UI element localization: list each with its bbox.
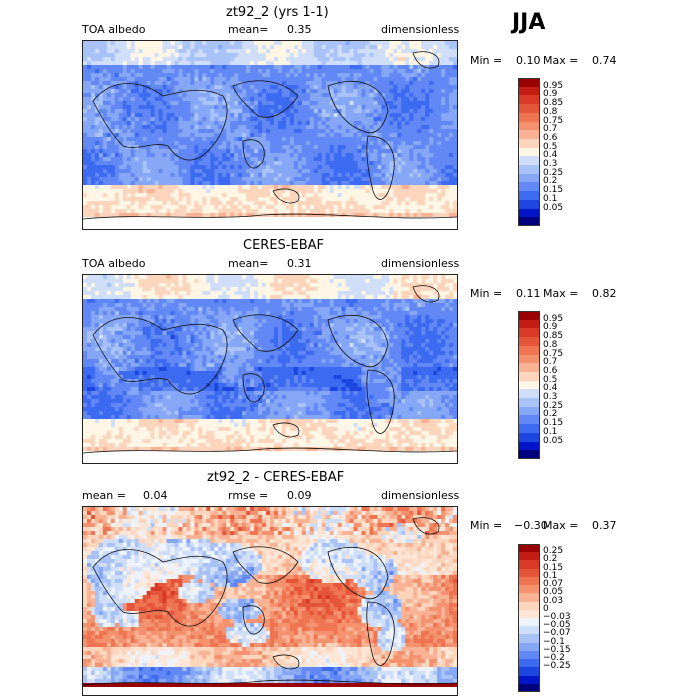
panel1-mean-value: 0.35 (287, 23, 312, 36)
colorbar-tick-label: 0.15 (543, 418, 564, 429)
panel1-variable-label: TOA albedo (82, 23, 146, 36)
colorbar-tick-label: 0.2 (543, 409, 558, 420)
panel1-colorbar: 0.95 0.9 0.85 0.8 0.75 0.7 0.6 0.5 0.4 0.3 0.25 0.2… (518, 78, 563, 227)
colorbar-tick-label: 0.75 (543, 348, 564, 359)
colorbar-tick-label: 0.8 (543, 339, 558, 350)
panel1-units: dimensionless (381, 23, 460, 36)
colorbar-tick-label: 0.15 (543, 562, 564, 573)
colorbar-tick-label: 0.75 (543, 115, 564, 126)
panel3-map-svg (83, 507, 457, 695)
colorbar-tick-label: 0.7 (543, 357, 558, 368)
colorbar-tick-label: 0.85 (543, 98, 564, 109)
panel3-mean-label: mean = (82, 489, 126, 502)
panel2-units: dimensionless (381, 257, 460, 270)
colorbar-tick-label: 0.03 (543, 595, 564, 606)
colorbar-tick-label: 0.6 (543, 132, 558, 143)
colorbar-tick-label: 0.9 (543, 89, 558, 100)
colorbar-tick-label: 0.3 (543, 392, 558, 403)
colorbar-tick-label: 0.5 (543, 374, 558, 385)
colorbar-tick-label: −0.07 (543, 628, 571, 639)
panel1-map (82, 40, 458, 230)
panel1-map-svg (83, 41, 457, 229)
colorbar-tick-label: −0.2 (543, 653, 565, 664)
colorbar-frame (518, 311, 540, 459)
panel3-max-value: 0.37 (592, 519, 617, 532)
panel1-max-value: 0.74 (592, 54, 617, 67)
panel3-rmse-value: 0.09 (287, 489, 312, 502)
colorbar-tick-label: 0.05 (543, 587, 564, 598)
colorbar-tick-label: 0.9 (543, 322, 558, 333)
panel3-min-value: −0.30 (514, 519, 548, 532)
colorbar-tick-label: 0.85 (543, 331, 564, 342)
colorbar-tick-label: −0.1 (543, 636, 565, 647)
colorbar-tick-label: −0.15 (543, 644, 571, 655)
panel1-title: zt92_2 (yrs 1-1) (226, 5, 329, 20)
colorbar-tick-label: 0.2 (543, 176, 558, 187)
colorbar-tick-label: −0.05 (543, 620, 571, 631)
colorbar-tick-label: 0.4 (543, 150, 558, 161)
colorbar-tick-label: −0.03 (543, 612, 571, 622)
panel1-max-label: Max = (543, 54, 579, 67)
colorbar-tick-label: 0.15 (543, 185, 564, 196)
colorbar-tick-label: 0.2 (543, 554, 558, 565)
panel2-title: CERES-EBAF (243, 238, 324, 253)
colorbar-tick-label: 0.1 (543, 426, 558, 437)
map-field (83, 275, 457, 463)
colorbar-tick-label: 0.07 (543, 579, 564, 590)
coastlines (83, 51, 457, 220)
colorbar-tick-label: 0.25 (543, 546, 564, 557)
colorbar-tick-label: 0.25 (543, 400, 564, 411)
colorbar-tick-label: 0.95 (543, 313, 564, 324)
coastlines (83, 517, 457, 686)
colorbar-tick-label: 0.05 (543, 435, 564, 446)
panel3-title: zt92_2 - CERES-EBAF (207, 470, 345, 485)
panel3-min-label: Min = (470, 519, 503, 532)
panel1-min-label: Min = (470, 54, 503, 67)
colorbar-frame (518, 544, 540, 692)
colorbar-tick-label: 0.7 (543, 124, 558, 135)
panel2-min-value: 0.11 (516, 287, 541, 300)
colorbar-tick-label: 0.4 (543, 383, 558, 394)
colorbar-tick-label: 0.05 (543, 202, 564, 213)
panel3-units: dimensionless (381, 489, 460, 502)
map-field (83, 41, 457, 229)
panel3-max-label: Max = (543, 519, 579, 532)
colorbar-tick-label: 0.5 (543, 141, 558, 152)
panel3-map (82, 506, 458, 696)
panel2-map-svg (83, 275, 457, 463)
panel2-mean-label: mean= (228, 257, 269, 270)
colorbar-tick-label: 0.8 (543, 106, 558, 117)
panel2-mean-value: 0.31 (287, 257, 312, 270)
panel2-colorbar: 0.95 0.9 0.85 0.8 0.75 0.7 0.6 0.5 0.4 0.3 0.25 0.2… (518, 311, 563, 460)
season-label: JJA (512, 10, 546, 35)
colorbar-tick-label: 0.1 (543, 570, 558, 581)
colorbar-tick-label: 0 (543, 603, 549, 614)
colorbar-tick-label: 0.25 (543, 167, 564, 178)
panel3-mean-value: 0.04 (143, 489, 168, 502)
panel3-rmse-label: rmse = (228, 489, 269, 502)
panel2-max-value: 0.82 (592, 287, 617, 300)
colorbar-tick-label: 0.1 (543, 193, 558, 204)
panel2-min-label: Min = (470, 287, 503, 300)
map-field (83, 507, 457, 695)
colorbar-tick-label: 0.6 (543, 365, 558, 376)
panel1-min-value: 0.10 (516, 54, 541, 67)
colorbar-tick-label: 0.95 (543, 80, 564, 91)
panel1-mean-label: mean= (228, 23, 269, 36)
panel3-colorbar: 0.25 0.2 0.15 0.1 0.07 0.05 0.03 0 −0.03 −0.05 −0.… (518, 544, 571, 693)
colorbar-tick-label: 0.3 (543, 159, 558, 170)
panel2-variable-label: TOA albedo (82, 257, 146, 270)
coastlines (83, 285, 457, 454)
colorbar-frame (518, 78, 540, 226)
colorbar-tick-label: −0.25 (543, 661, 571, 672)
panel2-max-label: Max = (543, 287, 579, 300)
panel2-map (82, 274, 458, 464)
